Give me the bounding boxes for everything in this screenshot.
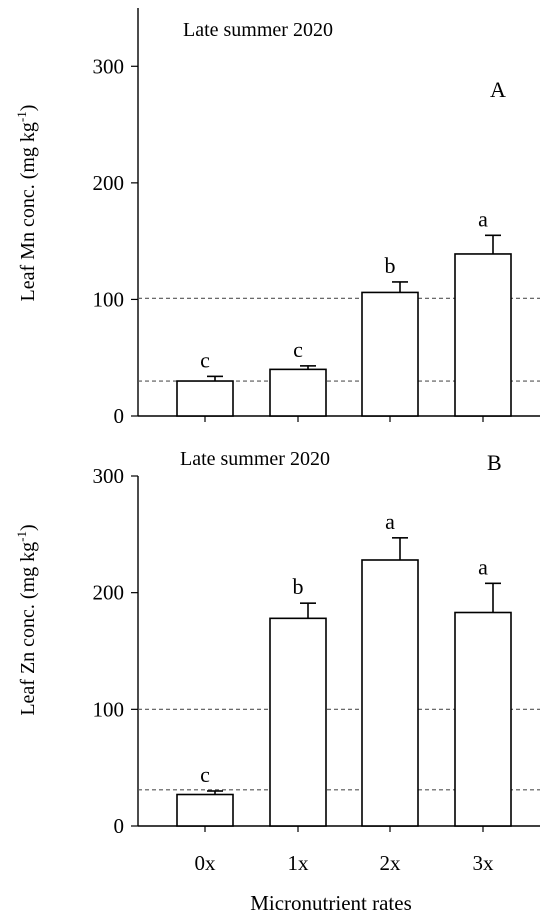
panel-a-bar-0x: [177, 381, 233, 416]
panel-b-letter: B: [487, 450, 502, 475]
panel-a-y-axis-label: Leaf Mn conc. (mg kg-1): [14, 105, 39, 302]
panel-a-y-tick-label: 100: [93, 287, 125, 311]
panel-a-significance-letter: c: [293, 337, 303, 362]
panel-b-title: Late summer 2020: [180, 448, 330, 470]
panel-a-mn-chart: Late summer 2020 A Leaf Mn conc. (mg kg-…: [14, 8, 540, 428]
x-axis-label: Micronutrient rates: [250, 891, 412, 915]
x-tick-label-1x: 1x: [288, 851, 310, 875]
panel-a-significance-letter: b: [385, 253, 396, 278]
panel-b-bar-2x: [362, 560, 418, 826]
panel-b-y-axis-label: Leaf Zn conc. (mg kg-1): [14, 524, 39, 715]
panel-a-title: Late summer 2020: [183, 19, 333, 41]
panel-a-y-tick-label: 300: [93, 54, 125, 78]
panel-b-bar-3x: [455, 613, 511, 827]
panel-b-y-tick-label: 200: [93, 581, 125, 605]
x-tick-label-3x: 3x: [473, 851, 495, 875]
panel-a-significance-letter: a: [478, 206, 488, 231]
panel-a-bar-2x: [362, 292, 418, 416]
x-tick-label-2x: 2x: [380, 851, 402, 875]
x-tick-label-0x: 0x: [195, 851, 217, 875]
panel-a-y-tick-label: 0: [114, 404, 125, 428]
panel-a-bar-1x: [270, 369, 326, 416]
panel-a-significance-letter: c: [200, 347, 210, 372]
panel-b-bar-1x: [270, 618, 326, 826]
panel-a-bar-3x: [455, 254, 511, 416]
panel-b-significance-letter: a: [478, 554, 488, 579]
panel-b-bar-0x: [177, 795, 233, 827]
panel-b-y-tick-label: 300: [93, 464, 125, 488]
panel-b-y-tick-label: 0: [114, 814, 125, 838]
panel-a-y-tick-label: 200: [93, 171, 125, 195]
panel-b-y-tick-label: 100: [93, 697, 125, 721]
panel-a-letter: A: [490, 77, 506, 102]
panel-b-significance-letter: b: [293, 574, 304, 599]
panel-b-zn-chart: Late summer 2020 B Leaf Zn conc. (mg kg-…: [14, 448, 540, 875]
panel-b-significance-letter: c: [200, 762, 210, 787]
panel-b-significance-letter: a: [385, 509, 395, 534]
